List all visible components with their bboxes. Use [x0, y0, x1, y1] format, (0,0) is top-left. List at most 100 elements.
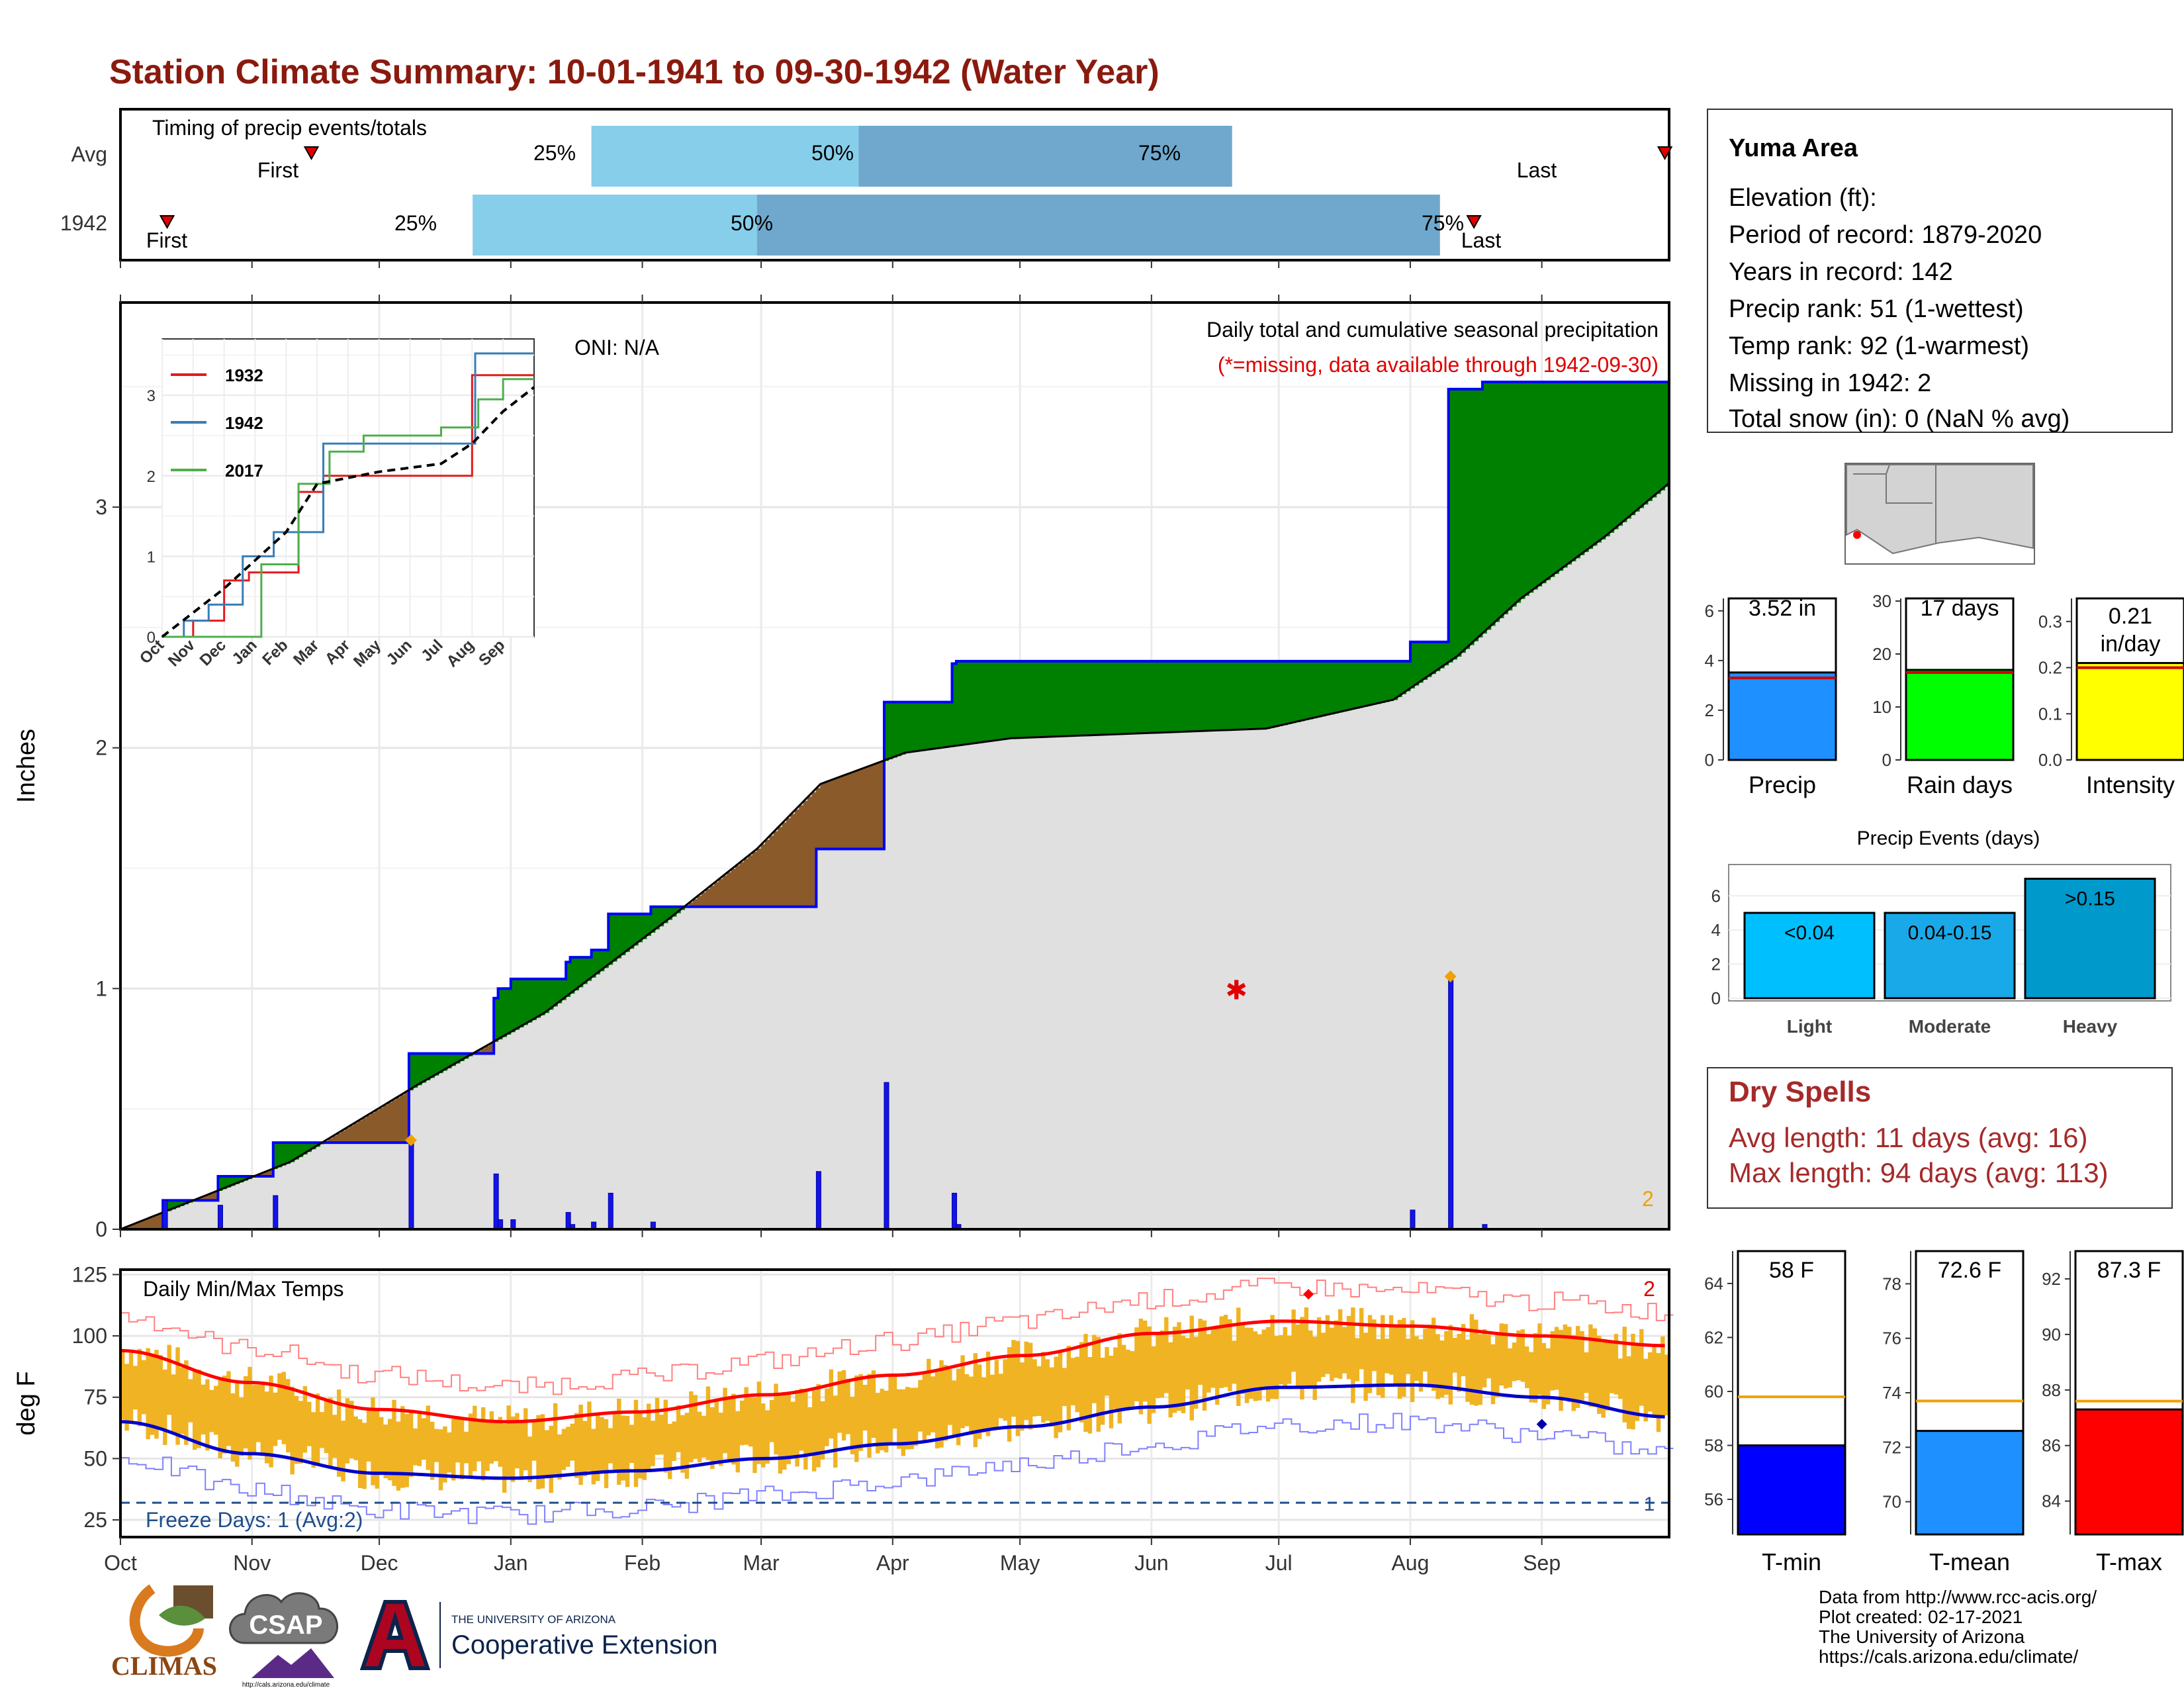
timing-bar-q2-1942 — [756, 195, 1440, 256]
record-high-marker — [1303, 1289, 1314, 1300]
temp-x-tick-Oct: Oct — [104, 1551, 137, 1575]
precip-stat-tick-0-3: 6 — [1705, 601, 1714, 621]
timing-bar-q1-1942 — [473, 195, 757, 256]
precip-subtitle: (*=missing, data available through 1942-… — [1218, 353, 1659, 377]
station-info-box: Yuma Area Elevation (ft): Period of reco… — [1707, 109, 2173, 433]
timing-avg-p25: 25% — [533, 141, 576, 165]
freeze-days-label: Freeze Days: 1 (Avg:2) — [146, 1508, 363, 1532]
info-years: Years in record: 142 — [1729, 258, 1953, 286]
precip-stat-value-0: 3.52 in — [1749, 596, 1816, 621]
csap-logo-text: CSAP — [249, 1611, 322, 1640]
events-y-tick-0: 0 — [1711, 988, 1721, 1008]
temp-stat-tick-1-0: 70 — [1882, 1492, 1901, 1512]
temp-stat-fill-0 — [1737, 1444, 1846, 1536]
temp-y-tick-25: 25 — [83, 1508, 107, 1532]
timing-panel: Timing of precip events/totals Avg 1942 … — [60, 108, 1673, 268]
timing-marker-last-1942 — [1466, 215, 1482, 230]
climas-logo-swirl — [129, 1584, 204, 1657]
legend-label-2017: 2017 — [225, 461, 263, 481]
timing-1942-p25: 25% — [394, 211, 437, 235]
precip-title: Daily total and cumulative seasonal prec… — [1206, 318, 1659, 342]
record-max-line — [120, 1278, 1674, 1395]
temp-x-tick-Jan: Jan — [494, 1551, 528, 1575]
timing-marker-last-Avg — [1657, 146, 1673, 161]
temp-panel-frame — [119, 1268, 1670, 1538]
timing-avg-last: Last — [1517, 158, 1557, 182]
freeze-count: 1 — [1644, 1493, 1655, 1515]
temp-stat-tick-2-0: 84 — [2042, 1491, 2061, 1511]
precip-stat-tick-1-2: 20 — [1872, 644, 1891, 664]
timing-bars — [120, 126, 1673, 268]
temp-y-tick-125: 125 — [72, 1262, 107, 1286]
daily-precip-bar-1942-03-30 — [884, 1082, 889, 1230]
timing-title: Timing of precip events/totals — [152, 116, 427, 140]
dry-spells-avg: Avg length: 11 days (avg: 16) — [1729, 1122, 2087, 1153]
inset-y-tick-2: 2 — [147, 468, 156, 486]
normal-cumulative-line — [120, 482, 1670, 1231]
timing-avg-p75: 75% — [1138, 141, 1181, 165]
ua-a-logo — [359, 1600, 431, 1670]
inset-legend: 1932 1942 2017 — [171, 365, 263, 481]
precip-stat-label-0: Precip — [1749, 771, 1816, 798]
intensity-value-line-2: in/day — [2101, 632, 2161, 657]
locator-map — [1844, 463, 2035, 565]
temp-axes: Oct Nov Dec Jan Feb Mar Apr May Jun Jul Aug Sep 25 50… — [72, 1262, 1561, 1575]
precip-stat-tick-0-1: 2 — [1705, 700, 1714, 720]
daily-precip-bar-1941-12-08 — [408, 1139, 414, 1230]
precip-stat-value-2: 0.21 in/day — [2101, 604, 2161, 657]
precip-stat-tick-1-3: 30 — [1872, 591, 1891, 611]
normal-max-line — [120, 1319, 1665, 1424]
daily-precip-bar-1942-01-01 — [510, 1219, 516, 1230]
events-bar-label-light: Light — [1787, 1016, 1832, 1037]
record-low-marker — [1536, 1419, 1547, 1430]
precip-stat-value-1: 17 days — [1920, 596, 1999, 621]
precip-y-tick-3: 3 — [95, 495, 107, 519]
temp-stat-tick-0-0: 56 — [1704, 1489, 1723, 1509]
daily-precip-bar-1942-04-15 — [952, 1192, 958, 1230]
temp-stat-tick-0-1: 58 — [1704, 1435, 1723, 1455]
precip-y-axis: 0 1 2 3 — [95, 295, 1543, 1241]
ua-logo: THE UNIVERSITY OF ARIZONA Cooperative Ex… — [359, 1600, 717, 1670]
daily-precip-bar-1942-08-10 — [1448, 976, 1454, 1230]
temp-stat-tick-0-2: 60 — [1704, 1382, 1723, 1401]
timing-1942-p75: 75% — [1422, 211, 1464, 235]
temp-y-tick-50: 50 — [83, 1446, 107, 1470]
precip-stat-fill-2 — [2075, 662, 2184, 761]
temp-stat-tick-1-3: 76 — [1882, 1329, 1901, 1348]
observed-cumulative-line — [120, 381, 1669, 1231]
precip-panel: ✱ 0 1 2 3 Inches ONI: N/A Daily total and c… — [13, 295, 1670, 1241]
daily-precip-bar-1942-08-01 — [1410, 1209, 1416, 1230]
daily-temp-range-bars — [120, 1307, 1669, 1493]
ua-big-text: Cooperative Extension — [451, 1630, 717, 1660]
timing-marker-first-1942 — [159, 215, 175, 230]
timing-1942-last: Last — [1461, 228, 1502, 252]
footer-line-3: The University of Arizona — [1819, 1626, 2025, 1647]
station-name: Yuma Area — [1729, 134, 1858, 162]
legend-label-1932: 1932 — [225, 365, 263, 385]
timing-1942-p50: 50% — [731, 211, 773, 235]
footer-line-1: Data from http://www.rcc-acis.org/ — [1819, 1587, 2097, 1607]
temp-panel: Oct Nov Dec Jan Feb Mar Apr May Jun Jul Aug Sep 25 50… — [13, 1262, 1674, 1575]
info-snow: Total snow (in): 0 (NaN % avg) — [1729, 405, 2070, 433]
dry-spells-frame — [1707, 1067, 2173, 1209]
precip-stat-tick-2-0: 0.0 — [2038, 750, 2062, 770]
precip-events-title: Precip Events (days) — [1857, 827, 2040, 849]
events-y-tick-6: 6 — [1711, 886, 1721, 906]
events-bar-moderate — [1884, 912, 2016, 1000]
page-title: Station Climate Summary: 10-01-1941 to 0… — [109, 53, 1160, 91]
precip-y-label: Inches — [13, 729, 40, 803]
daily-precip-bar-1942-03-14 — [815, 1171, 821, 1230]
precip-plot: ✱ — [120, 381, 1670, 1231]
temp-stat-tick-2-1: 86 — [2042, 1436, 2061, 1456]
precip-panel-frame — [119, 301, 1670, 1231]
record-min-line — [120, 1413, 1674, 1525]
inset-y-tick-3: 3 — [147, 387, 156, 405]
temp-stat-tick-1-2: 74 — [1882, 1383, 1901, 1403]
temp-stat-label-2: T-max — [2096, 1548, 2162, 1575]
timing-row-label-1942: 1942 — [60, 211, 107, 235]
timing-1942-first: First — [146, 228, 187, 252]
temp-stat-fill-1 — [1915, 1430, 2025, 1536]
temp-stat-tick-0-4: 64 — [1704, 1274, 1723, 1293]
